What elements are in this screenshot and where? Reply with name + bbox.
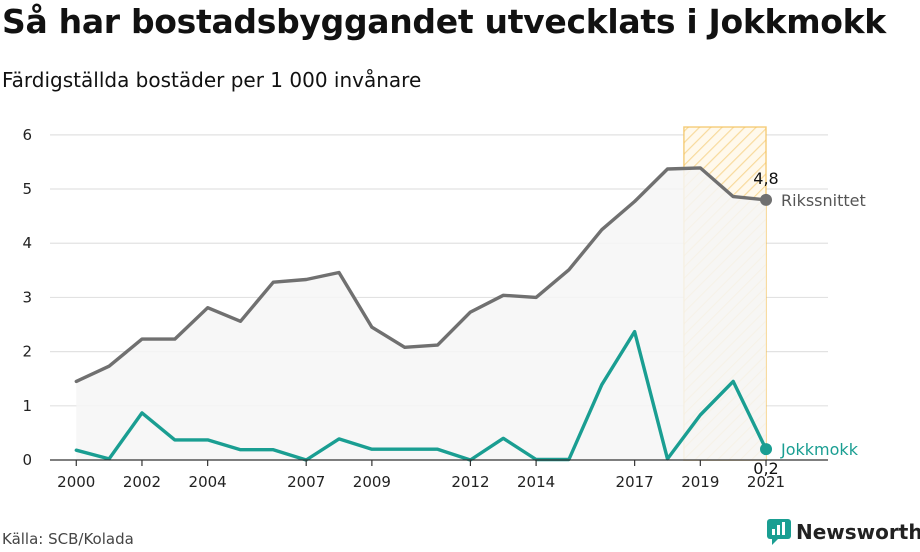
x-tick-label: 2021: [747, 473, 785, 491]
series-lines: [74, 166, 773, 462]
series-name-label: Jokkmokk: [780, 440, 859, 459]
y-tick-label: 2: [22, 343, 32, 361]
x-tick-label: 2000: [57, 473, 95, 491]
newsworthy-logo-icon: [767, 519, 791, 545]
x-tick-label: 2007: [287, 473, 325, 491]
end-value-label: 4,8: [753, 169, 778, 188]
x-tick-label: 2009: [353, 473, 391, 491]
x-tick-label: 2017: [616, 473, 654, 491]
y-tick-label: 0: [22, 451, 32, 469]
national-area: [76, 167, 767, 460]
brand-name: Newsworthy: [796, 520, 920, 544]
series-line: [74, 329, 768, 462]
source-note: Källa: SCB/Kolada: [2, 530, 134, 548]
x-tick-label: 2019: [681, 473, 719, 491]
x-tick-label: 2012: [451, 473, 489, 491]
axes: 0 1 2 3 4 5 6 2000 2002 2004 2007 2009 2012 2014 2017 2…: [22, 126, 828, 491]
line-chart: 0 1 2 3 4 5 6 2000 2002 2004 2007 2009 2012 2014 2017 2…: [22, 126, 865, 491]
brand-logo: Newsworthy: [766, 518, 920, 546]
series-name-label: Rikssnittet: [781, 191, 866, 210]
y-tick-label: 5: [22, 180, 32, 198]
y-tick-label: 4: [22, 234, 32, 252]
page-title: Så har bostadsbyggandet utvecklats i Jok…: [2, 2, 886, 41]
y-tick-label: 1: [22, 397, 32, 415]
series-end-point: [760, 443, 773, 456]
y-tick-label: 3: [22, 288, 32, 306]
end-value-label: 0,2: [753, 459, 778, 478]
series-end-point: [760, 193, 773, 206]
series-area: [76, 167, 767, 460]
y-tick-label: 6: [22, 126, 32, 144]
x-tick-label: 2004: [189, 473, 227, 491]
x-tick-label: 2002: [123, 473, 161, 491]
series-line: [74, 166, 768, 384]
chart-subtitle: Färdigställda bostäder per 1 000 invånar…: [2, 68, 422, 92]
x-tick-label: 2014: [517, 473, 555, 491]
